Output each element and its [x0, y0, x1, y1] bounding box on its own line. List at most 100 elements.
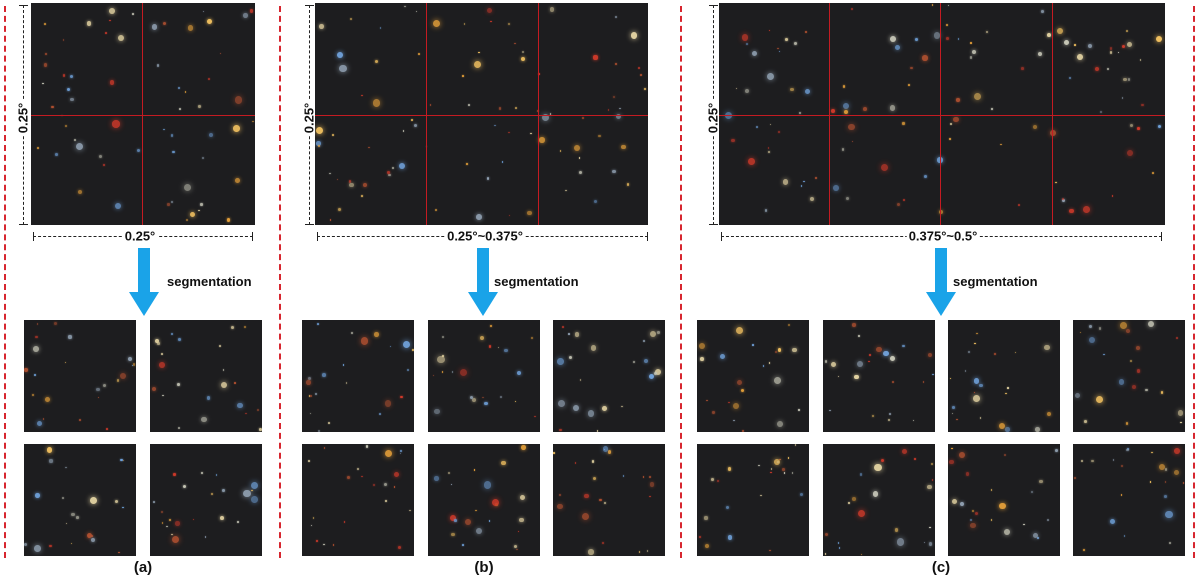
star-dot [1055, 181, 1058, 184]
star-dot [782, 179, 789, 185]
star-dot [1099, 110, 1102, 113]
star-dot [251, 482, 259, 490]
star-dot [1080, 460, 1083, 462]
star-dot [932, 373, 934, 376]
tile-a-3 [24, 444, 136, 556]
star-dot [70, 542, 73, 545]
tile-c-4 [1073, 320, 1185, 432]
sky-field-a [31, 3, 255, 225]
star-dot [1177, 409, 1184, 416]
star-dot [602, 406, 607, 411]
star-dot [833, 184, 839, 191]
star-dot [1044, 344, 1050, 351]
star-dot [931, 4, 934, 6]
star-dot [735, 87, 738, 90]
star-dot [67, 87, 71, 91]
star-dot [163, 128, 165, 131]
star-dot [221, 381, 228, 389]
star-dot [349, 182, 354, 187]
star-dot [413, 123, 417, 127]
star-dot [1088, 44, 1093, 49]
star-dot [777, 348, 782, 353]
star-dot [852, 323, 856, 327]
star-dot [774, 459, 780, 466]
star-dot [171, 134, 174, 137]
star-dot [956, 418, 958, 421]
star-dot [476, 214, 482, 220]
star-dot [197, 209, 200, 212]
star-dot [1074, 44, 1076, 46]
sky-field-c [719, 3, 1165, 225]
star-dot [432, 374, 435, 377]
star-dot [475, 528, 482, 535]
star-dot [46, 447, 53, 453]
grid-line-vertical [142, 3, 143, 225]
star-dot [1120, 494, 1123, 496]
star-dot [178, 337, 181, 341]
star-dot [429, 103, 432, 106]
star-dot [90, 497, 98, 505]
separator-left [4, 6, 6, 558]
star-dot [157, 342, 160, 345]
star-dot [227, 218, 231, 222]
star-dot [118, 551, 120, 554]
star-dot [574, 462, 577, 464]
star-dot [824, 553, 827, 555]
tile-b-2 [428, 320, 540, 432]
star-dot [973, 391, 976, 394]
star-dot [322, 543, 325, 546]
star-dot [186, 219, 188, 221]
star-dot [314, 392, 317, 395]
star-dot [768, 362, 771, 364]
star-dot [630, 32, 638, 40]
star-dot [949, 459, 954, 465]
tile-a-1 [24, 320, 136, 432]
star-dot [1159, 464, 1166, 471]
star-dot [79, 419, 81, 421]
star-dot [845, 197, 849, 201]
height-label-a: 0.25° [15, 100, 31, 136]
star-dot [837, 542, 840, 544]
star-dot [397, 546, 401, 550]
star-dot [946, 37, 950, 40]
star-dot [451, 533, 455, 537]
star-dot [741, 429, 744, 432]
star-dot [469, 395, 473, 400]
star-dot [351, 331, 353, 334]
star-dot [1135, 345, 1140, 350]
star-dot [830, 361, 837, 368]
star-dot [744, 88, 749, 93]
segmentation-label-a: segmentation [167, 274, 252, 289]
star-dot [959, 452, 965, 459]
star-dot [539, 137, 545, 143]
star-dot [402, 130, 405, 132]
star-dot [1084, 419, 1087, 423]
star-dot [975, 511, 979, 515]
star-dot [385, 500, 387, 503]
segmentation-label-c: segmentation [953, 274, 1038, 289]
star-dot [794, 444, 797, 446]
star-dot [974, 342, 976, 345]
star-dot [49, 545, 52, 548]
star-dot [243, 13, 248, 18]
star-dot [896, 202, 900, 207]
star-dot [887, 418, 890, 421]
star-dot [368, 146, 370, 149]
star-dot [159, 362, 166, 368]
star-dot [800, 185, 803, 187]
width-label-c: 0.375°~0.5° [906, 228, 980, 244]
star-dot [858, 509, 866, 518]
star-dot [655, 369, 662, 376]
star-dot [42, 418, 45, 420]
star-dot [508, 131, 510, 134]
star-dot [1117, 51, 1120, 54]
star-dot [520, 494, 526, 500]
star-dot [319, 24, 325, 30]
star-dot [1083, 548, 1086, 551]
segmentation-arrow-a [129, 248, 159, 316]
star-dot [741, 34, 749, 41]
star-dot [35, 492, 40, 498]
star-dot [1074, 392, 1080, 398]
star-dot [74, 139, 76, 141]
star-dot [698, 342, 705, 349]
